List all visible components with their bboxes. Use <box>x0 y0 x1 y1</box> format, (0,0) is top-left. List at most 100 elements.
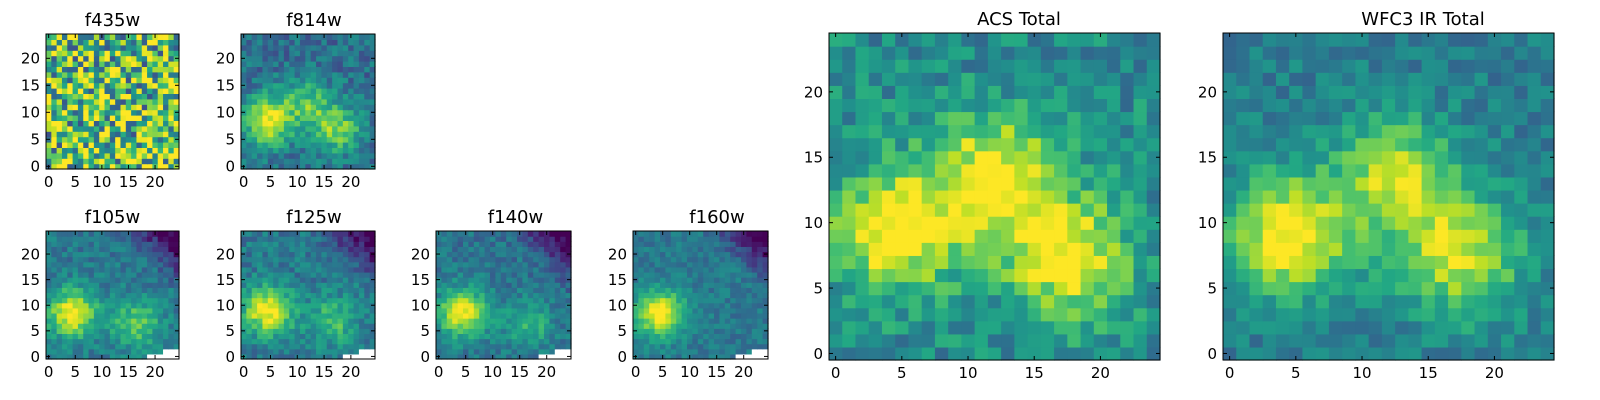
heatmap-pixel <box>842 229 857 243</box>
heatmap-pixel <box>511 307 518 314</box>
heatmap-pixel <box>855 242 870 256</box>
heatmap-pixel <box>251 158 258 165</box>
heatmap-pixel <box>1289 255 1304 270</box>
heatmap-pixel <box>1133 346 1148 361</box>
heatmap-pixel <box>173 261 180 268</box>
heatmap-pixel <box>527 307 534 314</box>
heatmap-pixel <box>1262 255 1277 270</box>
heatmap-pixel <box>1514 216 1529 230</box>
heatmap-pixel <box>1146 72 1161 86</box>
heatmap-pixel <box>895 281 910 296</box>
heatmap-pixel <box>83 50 90 57</box>
heatmap-pixel <box>1067 346 1082 361</box>
heatmap-pixel <box>136 71 143 78</box>
heatmap-pixel <box>56 50 63 57</box>
heatmap-pixel <box>168 61 175 67</box>
heatmap-pixel <box>305 44 312 51</box>
heatmap-pixel <box>549 266 556 273</box>
heatmap-pixel <box>633 261 639 268</box>
heatmap-pixel <box>364 82 371 89</box>
heatmap-pixel <box>163 231 169 237</box>
heatmap-pixel <box>120 328 127 334</box>
heatmap-pixel <box>310 343 317 350</box>
heatmap-pixel <box>1027 72 1042 86</box>
heatmap-pixel <box>549 277 556 283</box>
heatmap-pixel <box>109 277 116 283</box>
heatmap-pixel <box>83 109 90 116</box>
heatmap-pixel <box>643 328 650 334</box>
heatmap-pixel <box>829 255 843 270</box>
heatmap-pixel <box>1001 150 1015 165</box>
heatmap-pixel <box>136 50 143 57</box>
heatmap-pixel <box>1461 176 1476 191</box>
heatmap-pixel <box>61 312 68 319</box>
heatmap-pixel <box>72 39 79 46</box>
heatmap-pixel <box>305 88 312 94</box>
heatmap-pixel <box>152 282 159 288</box>
heatmap-pixel <box>974 72 989 86</box>
heatmap-pixel <box>168 348 175 355</box>
heatmap-pixel <box>446 241 453 247</box>
heatmap-pixel <box>948 320 962 335</box>
heatmap-pixel <box>104 109 111 116</box>
heatmap-pixel <box>751 292 758 299</box>
heatmap-pixel <box>299 77 306 84</box>
heatmap-pixel <box>348 348 355 355</box>
heatmap-pixel <box>337 44 344 51</box>
heatmap-pixel <box>517 287 523 294</box>
heatmap-pixel <box>337 142 344 148</box>
heatmap-pixel <box>1540 163 1555 178</box>
heatmap-pixel <box>321 136 328 143</box>
heatmap-pixel <box>305 231 312 237</box>
panel-title: f140w <box>488 207 543 228</box>
heatmap-pixel <box>316 50 322 57</box>
heatmap-pixel <box>549 241 556 247</box>
heatmap-pixel <box>168 98 175 105</box>
heatmap-pixel <box>141 109 148 116</box>
heatmap-pixel <box>1093 281 1108 296</box>
heatmap-pixel <box>120 266 127 273</box>
heatmap-pixel <box>273 115 280 121</box>
heatmap-pixel <box>141 125 148 132</box>
heatmap-pixel <box>676 307 683 314</box>
heatmap-pixel <box>251 136 258 143</box>
heatmap-pixel <box>316 77 322 84</box>
heatmap-pixel <box>468 246 475 253</box>
heatmap-pixel <box>1027 346 1042 361</box>
heatmap-pixel <box>51 348 58 355</box>
heatmap-pixel <box>490 328 496 334</box>
heatmap-pixel <box>1501 163 1515 178</box>
heatmap-pixel <box>1146 59 1161 73</box>
heatmap-pixel <box>565 323 572 329</box>
heatmap-pixel <box>1014 320 1029 335</box>
heatmap-pixel <box>109 66 116 73</box>
heatmap-pixel <box>757 251 764 258</box>
heatmap-pixel <box>353 142 360 148</box>
heatmap-pixel <box>168 163 175 170</box>
heatmap-pixel <box>294 256 301 263</box>
heatmap-pixel <box>908 320 923 335</box>
heatmap-pixel <box>283 292 290 299</box>
heatmap-pixel <box>549 251 556 258</box>
heatmap-pixel <box>342 236 349 242</box>
heatmap-pixel <box>61 348 68 355</box>
heatmap-pixel <box>294 348 301 355</box>
heatmap-pixel <box>56 44 63 51</box>
heatmap-pixel <box>1040 320 1055 335</box>
heatmap-pixel <box>99 71 106 78</box>
heatmap-pixel <box>500 251 507 258</box>
heatmap-pixel <box>364 328 371 334</box>
heatmap-pixel <box>511 251 518 258</box>
heatmap-pixel <box>251 142 258 148</box>
heatmap-pixel <box>660 251 666 258</box>
heatmap-pixel <box>358 34 365 40</box>
heatmap-pixel <box>321 44 328 51</box>
heatmap-pixel <box>283 241 290 247</box>
heatmap-pixel <box>660 297 666 304</box>
heatmap-pixel <box>278 88 285 94</box>
y-tick-label: 0 <box>617 348 627 366</box>
heatmap-pixel <box>163 115 169 121</box>
heatmap-pixel <box>1054 176 1068 191</box>
heatmap-pixel <box>1120 216 1135 230</box>
